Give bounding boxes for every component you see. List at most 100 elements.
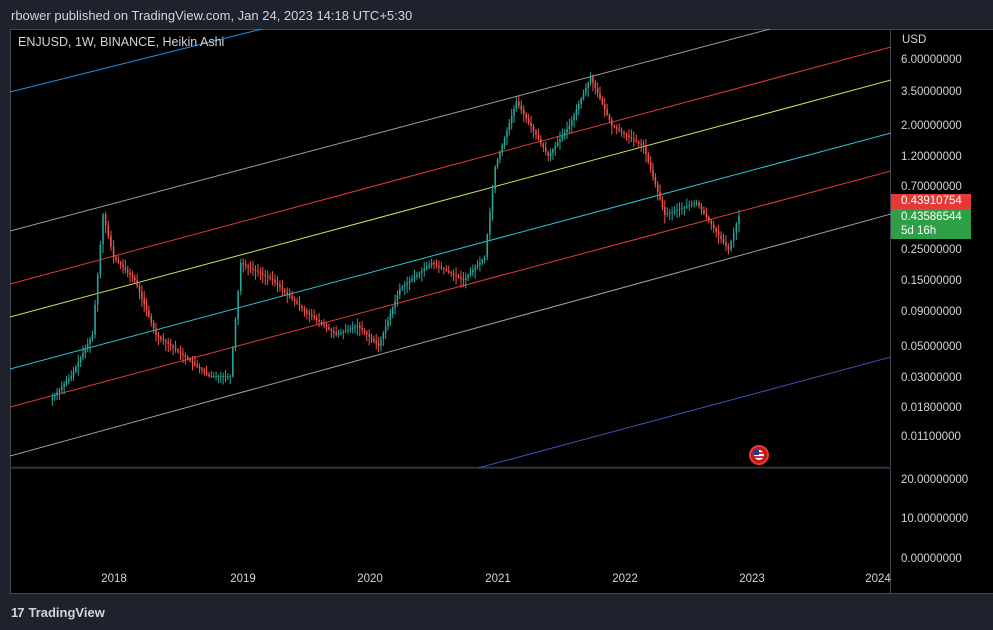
channel-line <box>10 213 891 457</box>
channel-line <box>10 46 891 285</box>
time-tick: 2018 <box>101 573 127 585</box>
candle-body <box>592 77 594 83</box>
candle-body <box>496 159 499 167</box>
candle-body <box>506 130 508 138</box>
candle-body <box>124 267 127 270</box>
channel-line <box>10 29 771 232</box>
price-tick: 0.01800000 <box>901 402 962 414</box>
candle-body <box>332 331 335 333</box>
candle-body <box>99 244 102 275</box>
candle-body <box>656 184 659 192</box>
candle-body <box>601 98 604 105</box>
time-tick: 2021 <box>485 573 511 585</box>
channel-line <box>477 356 891 469</box>
candle-body <box>489 212 491 235</box>
candle-body <box>84 348 87 354</box>
candle-body <box>727 246 730 250</box>
candle-body <box>363 330 366 333</box>
candle-body <box>112 246 115 258</box>
heikin-ashi-candles <box>51 71 740 406</box>
candle-body <box>537 135 540 140</box>
candle-body <box>387 320 389 327</box>
candle-body <box>625 133 628 136</box>
price-tick: 0.01100000 <box>901 431 961 443</box>
candle-body <box>303 308 306 311</box>
candle-body <box>633 138 635 141</box>
candle-body <box>418 272 421 275</box>
candle-body <box>479 262 481 265</box>
header-bar: rbower published on TradingView.com, Jan… <box>0 0 993 30</box>
candle-body <box>683 207 686 209</box>
candle-body <box>293 298 296 302</box>
candle-body <box>354 326 356 328</box>
candle-body <box>284 289 286 292</box>
candle-body <box>469 272 472 276</box>
candle-body <box>254 269 257 271</box>
candle-body <box>606 109 608 115</box>
candle-body <box>143 298 146 305</box>
symbol-legend[interactable]: ENJUSD, 1W, BINANCE, Heikin Ashi <box>18 35 225 49</box>
candle-body <box>549 152 552 157</box>
candle-body <box>515 101 518 109</box>
close-price-tag: 0.43910754 <box>891 194 971 211</box>
candle-body <box>117 259 120 263</box>
candle-body <box>224 376 227 378</box>
candle-body <box>613 125 616 128</box>
candle-body <box>391 307 394 314</box>
candle-body <box>440 266 443 269</box>
candle-body <box>640 143 642 146</box>
candle-body <box>443 268 445 270</box>
candle-body <box>94 304 96 335</box>
candle-body <box>457 276 460 278</box>
price-tick: 2.00000000 <box>901 120 962 132</box>
candle-body <box>705 213 708 218</box>
price-tick: 0.09000000 <box>901 306 962 318</box>
candle-body <box>554 145 557 150</box>
candle-body <box>291 296 293 299</box>
candle-body <box>464 277 467 281</box>
candle-body <box>86 343 89 349</box>
candle-body <box>664 207 666 215</box>
candle-body <box>578 104 580 110</box>
candle-body <box>652 169 654 177</box>
price-axis[interactable] <box>891 29 993 594</box>
candle-body <box>377 343 380 346</box>
candle-body <box>566 128 568 133</box>
candle-body <box>637 141 640 144</box>
candle-body <box>179 351 182 354</box>
candle-body <box>63 384 65 387</box>
candle-body <box>274 280 276 283</box>
candle-body <box>349 328 352 330</box>
candle-body <box>738 215 740 225</box>
candle-body <box>234 319 237 348</box>
candle-body <box>310 314 313 317</box>
candle-body <box>281 287 284 290</box>
chart-canvas[interactable] <box>10 29 891 594</box>
candle-body <box>594 82 597 88</box>
candle-body <box>518 101 520 106</box>
candle-body <box>494 166 496 190</box>
candle-body <box>210 376 213 378</box>
candle-body <box>358 325 361 328</box>
candle-body <box>423 268 426 271</box>
candle-body <box>160 336 162 339</box>
candle-body <box>455 274 457 277</box>
tradingview-brand[interactable]: 17 TradingView <box>11 605 105 620</box>
chart-pane[interactable] <box>10 29 891 594</box>
us-flag-event-icon[interactable] <box>749 445 769 465</box>
candle-body <box>623 132 625 134</box>
candle-body <box>58 389 61 393</box>
candle-body <box>501 145 504 153</box>
brand-name: TradingView <box>28 605 105 620</box>
candle-body <box>396 294 399 302</box>
candle-body <box>169 344 172 346</box>
candle-body <box>530 122 532 127</box>
candle-body <box>603 104 606 110</box>
candle-body <box>198 366 201 369</box>
candle-body <box>155 328 157 335</box>
candle-body <box>438 265 440 267</box>
candle-body <box>620 130 623 133</box>
candle-body <box>351 327 354 329</box>
channel-line <box>10 132 891 370</box>
candle-body <box>520 105 523 110</box>
